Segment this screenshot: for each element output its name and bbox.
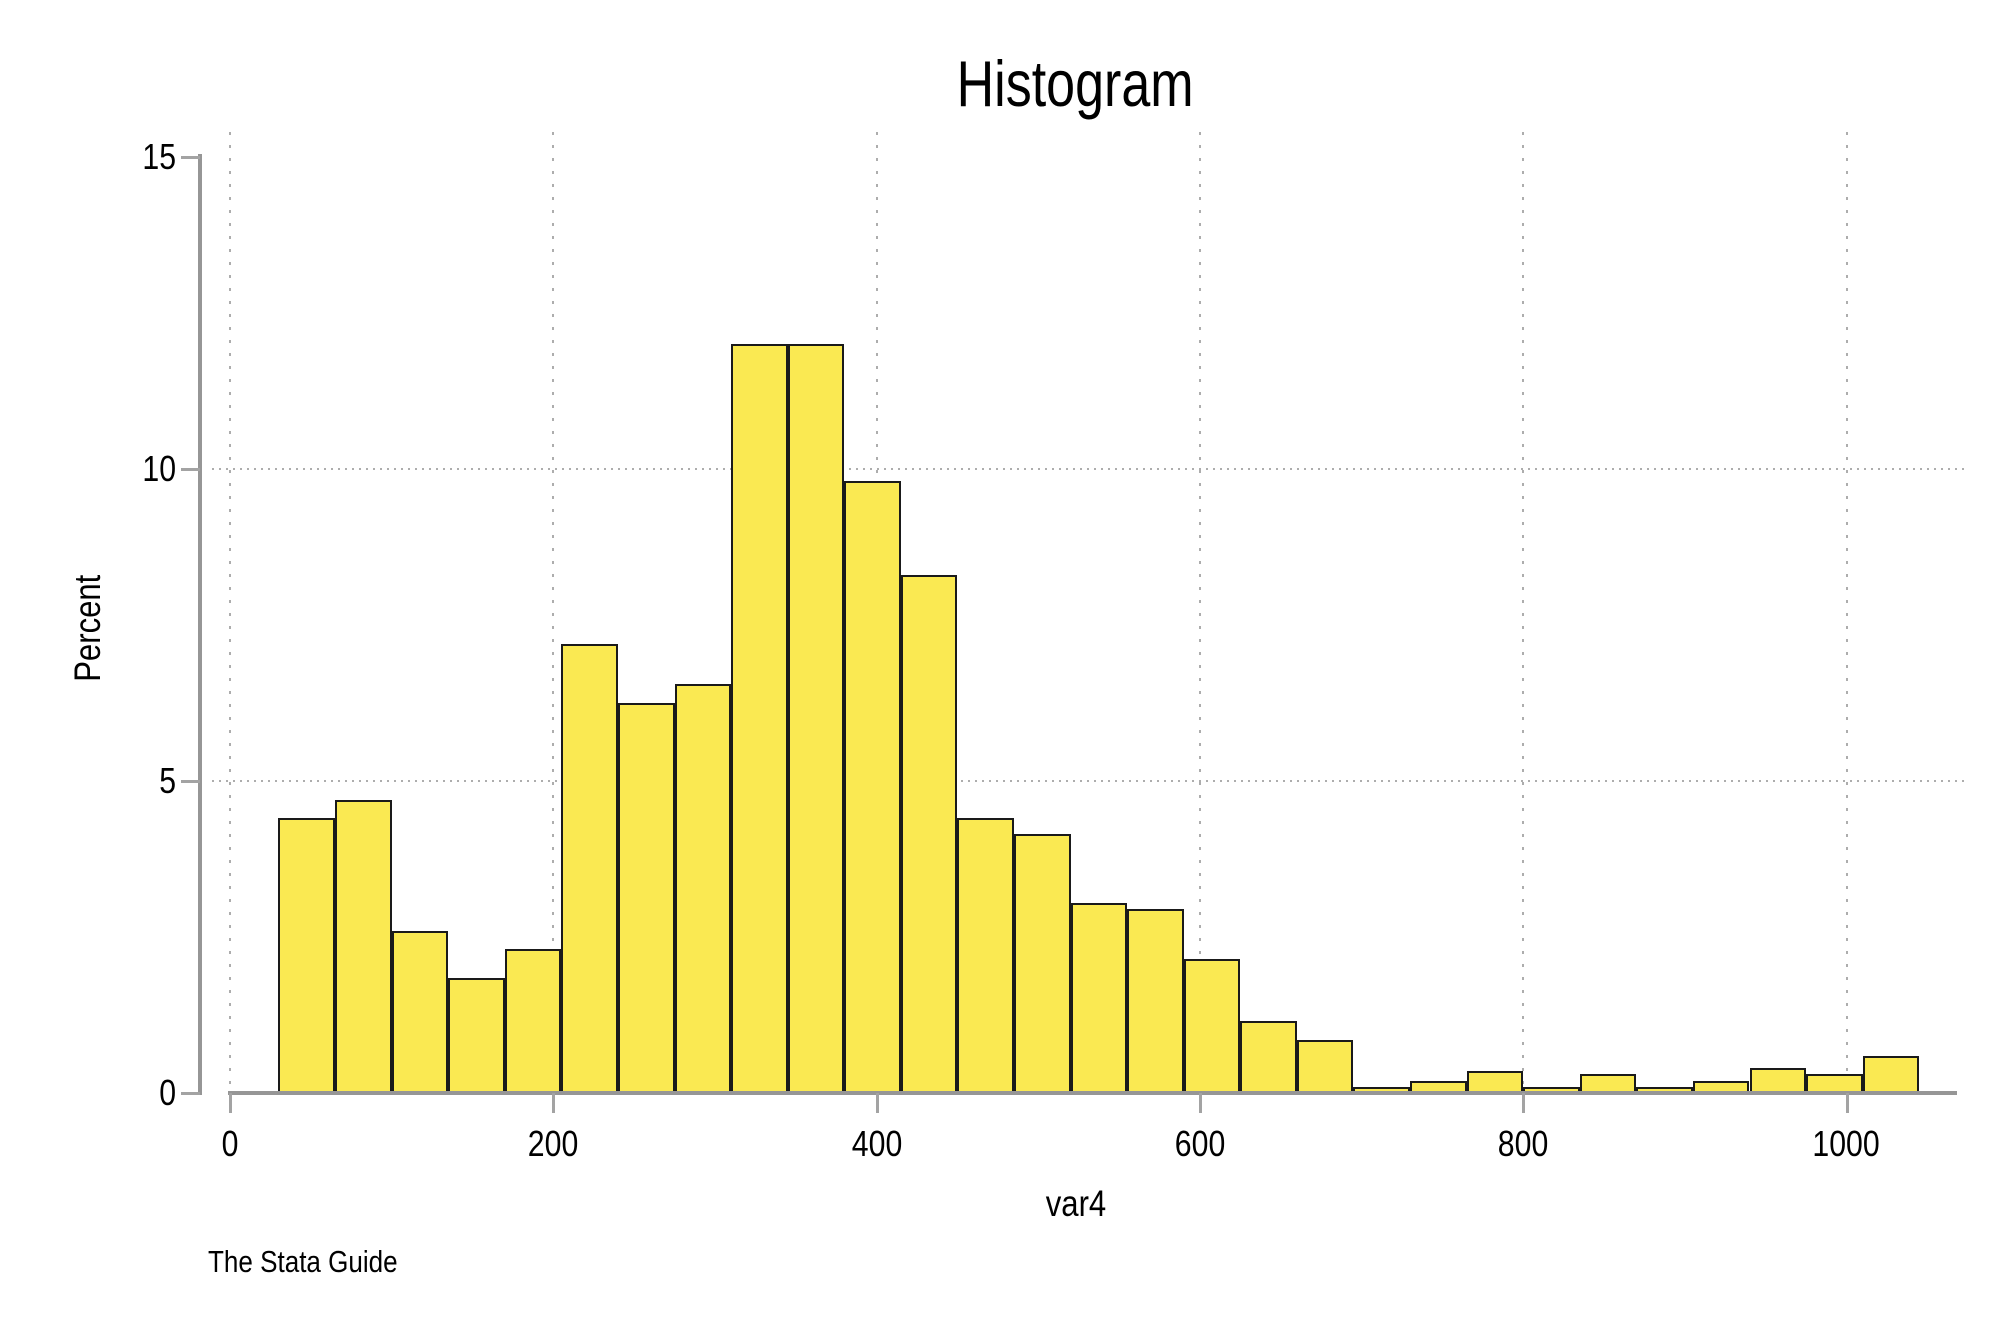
histogram-bar xyxy=(957,818,1014,1095)
chart-title: Histogram xyxy=(956,47,1194,120)
y-tick xyxy=(181,780,200,783)
histogram-bar xyxy=(335,799,392,1095)
y-tick-label: 5 xyxy=(159,760,176,801)
gridline-vertical xyxy=(552,132,555,1091)
x-axis-title: var4 xyxy=(1045,1183,1107,1224)
histogram-bar xyxy=(900,575,958,1095)
x-tick-label: 800 xyxy=(1497,1123,1549,1164)
x-tick xyxy=(1522,1093,1526,1113)
histogram-bar xyxy=(1240,1021,1297,1095)
x-tick xyxy=(1198,1093,1202,1113)
x-tick-label: 0 xyxy=(221,1123,239,1164)
gridline-horizontal xyxy=(212,468,1968,470)
histogram-bar xyxy=(844,481,901,1095)
histogram-bar xyxy=(617,703,675,1095)
histogram-bar xyxy=(1296,1039,1354,1095)
gridline-vertical xyxy=(1522,132,1525,1091)
histogram-bar xyxy=(674,684,732,1095)
x-tick-label: 1000 xyxy=(1812,1123,1881,1164)
x-axis-line xyxy=(228,1091,1957,1095)
histogram-bar xyxy=(504,949,562,1095)
x-tick-label: 600 xyxy=(1174,1123,1226,1164)
gridline-vertical xyxy=(1198,132,1201,1091)
histogram-bar xyxy=(787,344,845,1095)
histogram-bar xyxy=(1127,908,1184,1095)
gridline-horizontal xyxy=(212,780,1968,782)
histogram-bar xyxy=(1014,834,1071,1095)
y-tick xyxy=(181,1092,200,1095)
histogram-bar xyxy=(448,977,505,1095)
histogram-bar xyxy=(1183,958,1241,1095)
x-tick xyxy=(1845,1093,1849,1113)
caption-text: The Stata Guide xyxy=(208,1244,398,1279)
x-tick-label: 400 xyxy=(851,1123,902,1164)
gridline-vertical xyxy=(229,132,231,1091)
y-axis-title: Percent xyxy=(67,574,108,682)
y-tick xyxy=(181,468,200,471)
histogram-bar xyxy=(731,344,788,1095)
y-axis-line xyxy=(198,154,202,1095)
histogram-bar xyxy=(561,643,618,1095)
x-tick xyxy=(552,1093,556,1113)
gridline-vertical xyxy=(1845,132,1848,1091)
y-tick-label: 10 xyxy=(142,448,176,489)
histogram-bar xyxy=(1070,902,1128,1095)
histogram-bar xyxy=(391,930,449,1095)
histogram-bar xyxy=(1862,1055,1920,1095)
x-tick xyxy=(229,1093,232,1113)
y-tick xyxy=(181,156,200,159)
y-tick-label: 15 xyxy=(142,136,176,177)
x-tick-label: 200 xyxy=(528,1123,579,1164)
histogram-bar xyxy=(278,818,336,1095)
x-tick xyxy=(875,1093,879,1113)
y-tick-label: 0 xyxy=(159,1072,176,1113)
